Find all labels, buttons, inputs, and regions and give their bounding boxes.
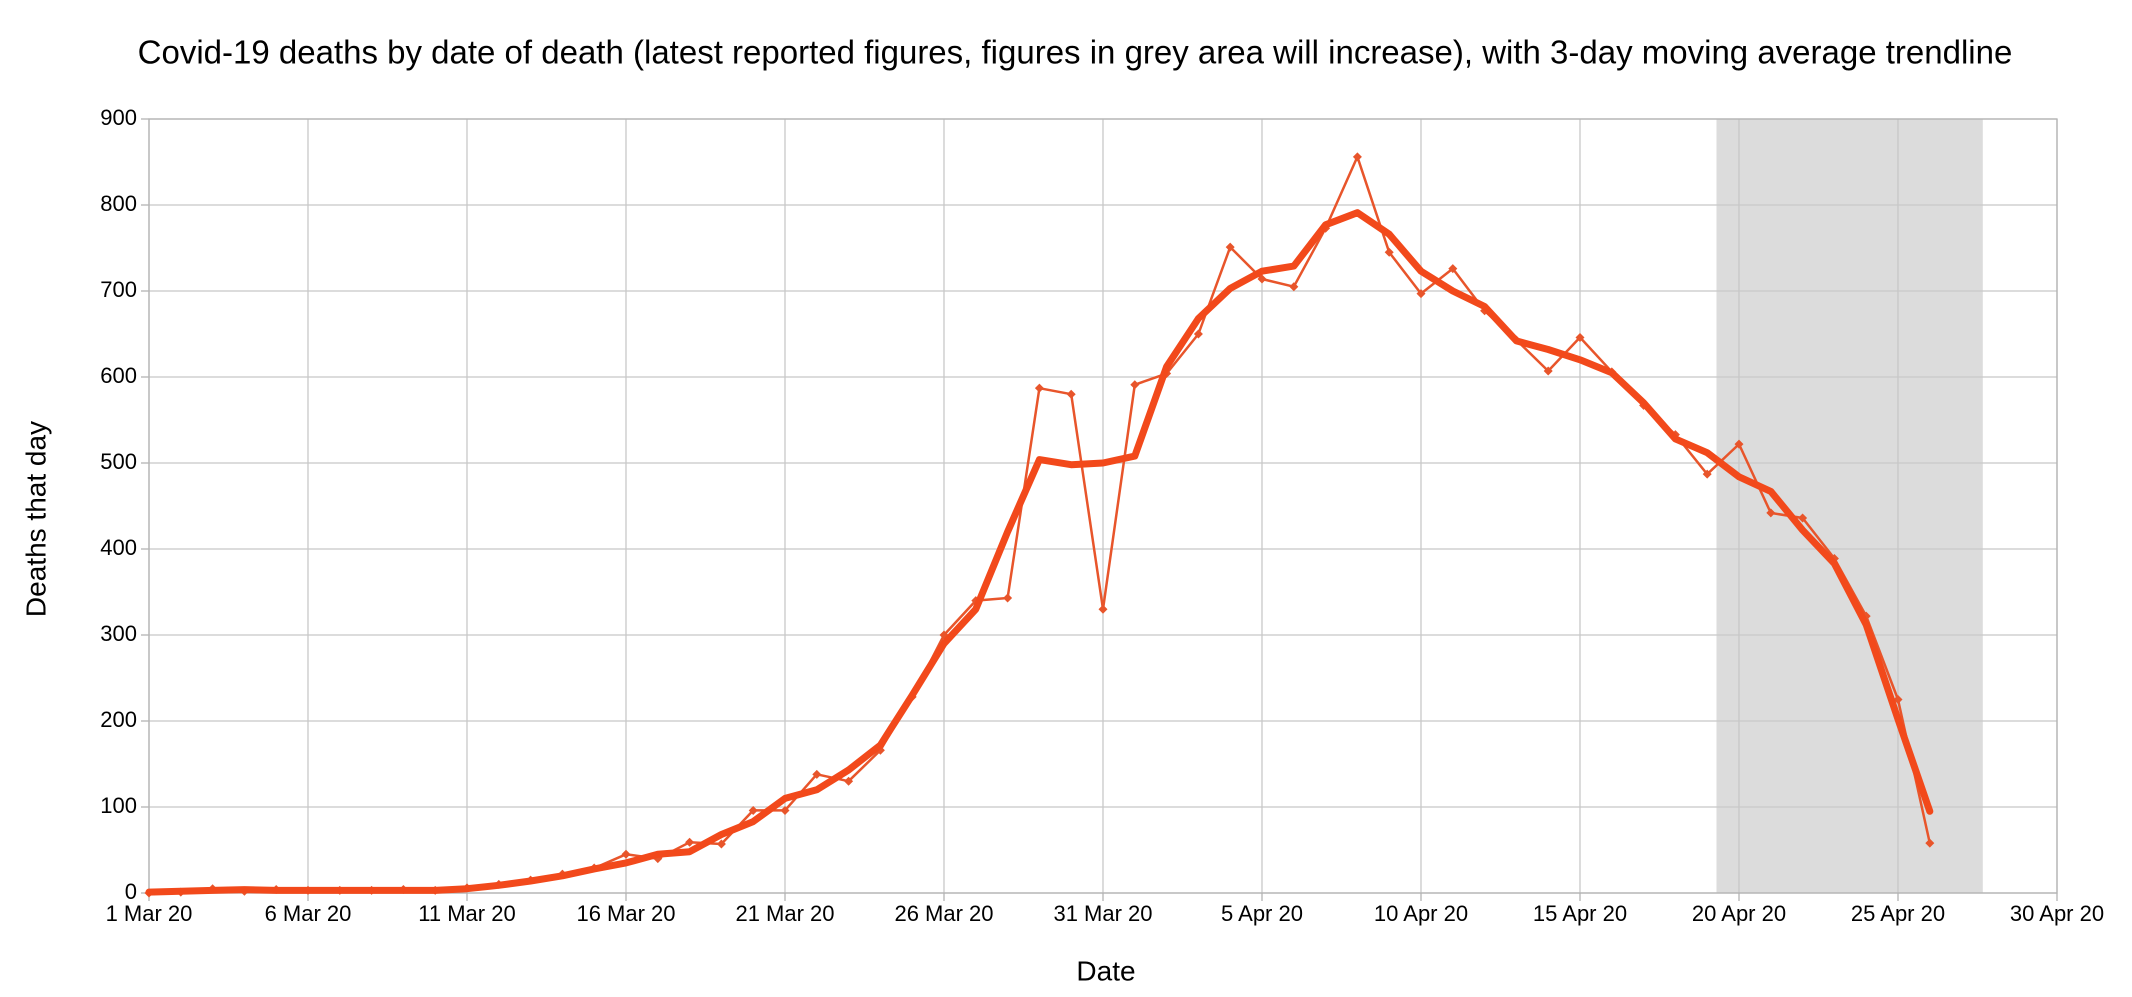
data-point [1734, 439, 1744, 449]
data-point [1925, 838, 1935, 848]
data-point [1066, 389, 1076, 399]
data-point [1448, 264, 1458, 274]
y-tick-label: 900 [100, 105, 137, 130]
data-point [1352, 152, 1362, 162]
data-point [1098, 604, 1108, 614]
data-point [844, 776, 854, 786]
x-tick-label: 16 Mar 20 [576, 901, 675, 926]
chart-title: Covid-19 deaths by date of death (latest… [138, 34, 2013, 71]
y-tick-label: 400 [100, 535, 137, 560]
data-point [748, 805, 758, 815]
y-tick-label: 800 [100, 191, 137, 216]
x-tick-label: 25 Apr 20 [1851, 901, 1945, 926]
y-tick-label: 100 [100, 793, 137, 818]
data-point [780, 805, 790, 815]
data-point [1384, 247, 1394, 257]
x-tick-label: 1 Mar 20 [106, 901, 193, 926]
x-tick-label: 26 Mar 20 [894, 901, 993, 926]
shaded-area [1716, 119, 1983, 893]
y-tick-label: 200 [100, 707, 137, 732]
data-point [1130, 380, 1140, 390]
data-point [1257, 274, 1267, 284]
data-point [716, 839, 726, 849]
y-tick-label: 300 [100, 621, 137, 646]
x-tick-label: 10 Apr 20 [1374, 901, 1468, 926]
x-tick-label: 5 Apr 20 [1221, 901, 1303, 926]
data-point [1193, 329, 1203, 339]
x-tick-label: 15 Apr 20 [1533, 901, 1627, 926]
data-point [1798, 513, 1808, 523]
x-tick-label: 30 Apr 20 [2010, 901, 2104, 926]
data-point [1003, 593, 1013, 603]
data-point [1225, 242, 1235, 252]
data-point [1416, 289, 1426, 299]
y-tick-label: 0 [125, 879, 137, 904]
x-tick-label: 21 Mar 20 [735, 901, 834, 926]
series-line [147, 155, 1932, 895]
data-point [1034, 383, 1044, 393]
y-tick-label: 700 [100, 277, 137, 302]
data-point [621, 849, 631, 859]
data-point [1702, 469, 1712, 479]
x-tick-label: 6 Mar 20 [265, 901, 352, 926]
plot-frame [148, 118, 2058, 894]
data-point [1766, 508, 1776, 518]
x-tick-label: 20 Apr 20 [1692, 901, 1786, 926]
y-tick-label: 500 [100, 449, 137, 474]
series-line [145, 209, 1934, 896]
data-point [812, 769, 822, 779]
y-tick-label: 600 [100, 363, 137, 388]
y-axis-label: Deaths that day [20, 421, 51, 617]
x-tick-label: 11 Mar 20 [418, 901, 515, 926]
data-point [1575, 332, 1585, 342]
data-point [1289, 282, 1299, 292]
data-point [1543, 366, 1553, 376]
x-axis-label: Date [1076, 955, 1135, 986]
x-tick-label: 31 Mar 20 [1053, 901, 1152, 926]
data-point [685, 837, 695, 847]
